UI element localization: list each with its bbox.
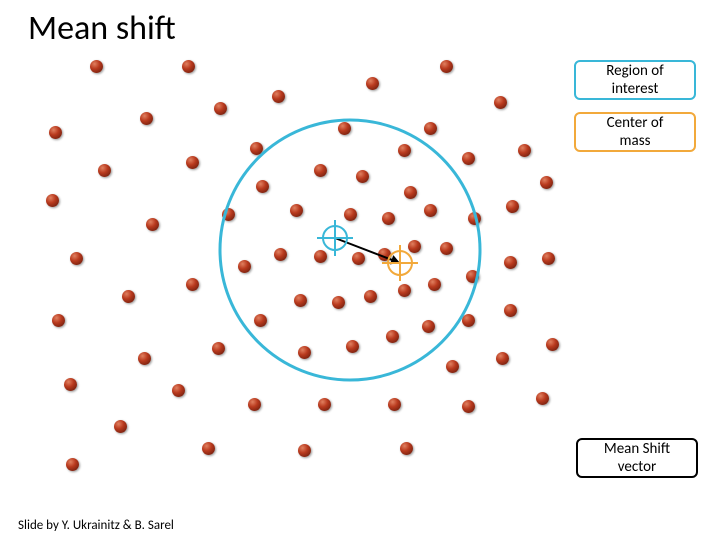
data-point [542,252,555,265]
page-title: Mean shift [28,8,176,49]
data-point [462,400,475,413]
data-point [122,290,135,303]
data-point [314,164,327,177]
data-point [422,320,435,333]
data-point [346,340,359,353]
data-point [546,338,559,351]
data-point [314,250,327,263]
slide-credit: Slide by Y. Ukrainitz & B. Sarel [18,518,174,533]
legend-center-of-mass: Center of mass [574,112,696,152]
data-point [172,384,185,397]
mean-shift-vector-arrowhead [390,255,400,264]
data-point [274,248,287,261]
data-point [446,360,459,373]
data-point [248,398,261,411]
data-point [504,304,517,317]
data-point [98,164,111,177]
data-point [468,212,481,225]
data-point [540,176,553,189]
data-point [398,284,411,297]
data-point [222,208,235,221]
data-point [338,122,351,135]
data-point [518,144,531,157]
data-point [70,252,83,265]
data-point [298,444,311,457]
data-point [462,152,475,165]
data-point [290,204,303,217]
data-point [202,442,215,455]
data-point [114,420,127,433]
data-point [238,260,251,273]
data-point [254,314,267,327]
data-point [214,102,227,115]
data-point [140,112,153,125]
data-point [424,122,437,135]
data-point [496,352,509,365]
data-point [366,77,379,90]
data-point [536,392,549,405]
data-point [398,144,411,157]
data-point [356,170,369,183]
data-point [424,204,437,217]
data-point [298,346,311,359]
data-point [146,218,159,231]
data-point [332,296,345,309]
data-point [186,278,199,291]
data-point [182,60,195,73]
data-point [466,270,479,283]
data-point [66,458,79,471]
data-point [46,194,59,207]
data-point [382,212,395,225]
data-point [186,156,199,169]
data-point [428,278,441,291]
data-point [90,60,103,73]
data-point [364,290,377,303]
data-point [64,378,77,391]
data-point [440,242,453,255]
data-point [506,200,519,213]
data-point [256,180,269,193]
data-point [400,442,413,455]
data-point [378,248,391,261]
legend-mean-shift-vector: Mean Shift vector [576,438,698,478]
data-point [318,398,331,411]
data-point [504,256,517,269]
data-point [404,186,417,199]
data-point [494,96,507,109]
data-point [408,240,421,253]
data-point [138,352,151,365]
legend-region-of-interest: Region of interest [574,60,696,100]
data-point [386,330,399,343]
data-point [49,126,62,139]
data-point [388,398,401,411]
data-point [294,294,307,307]
data-point [212,342,225,355]
data-point [250,142,263,155]
data-point [440,60,453,73]
data-point [344,208,357,221]
data-point [272,90,285,103]
data-point [462,314,475,327]
data-point [52,314,65,327]
data-point [352,252,365,265]
